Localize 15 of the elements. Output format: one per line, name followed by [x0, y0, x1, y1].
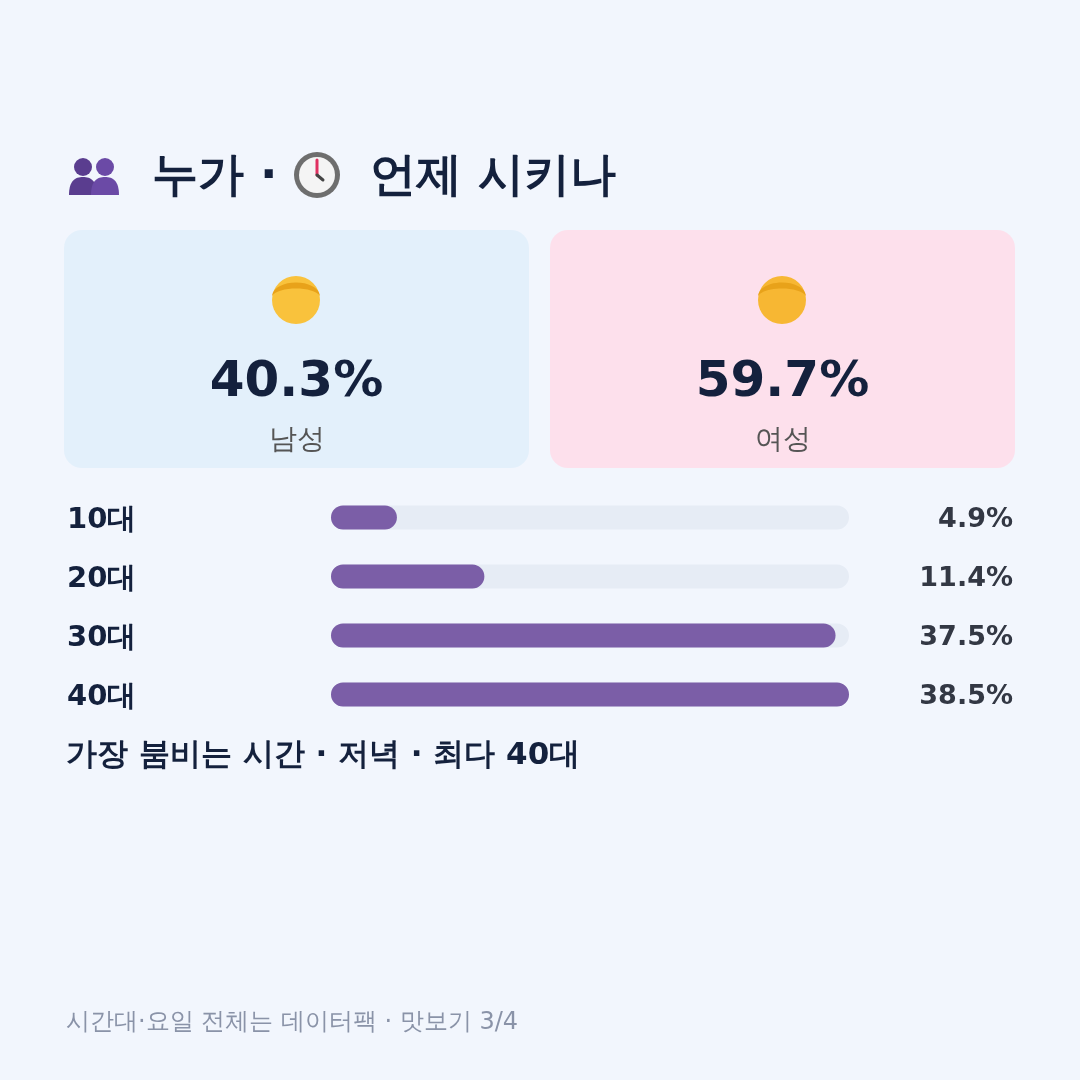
y-tick-label: 10대: [67, 500, 137, 535]
y-tick-label: 40대: [67, 677, 137, 712]
text: 가장 붐비는 시간 · 저녁 · 최다 40대: [66, 734, 581, 773]
text: 40.3%: [209, 350, 384, 408]
data-label: 4.9%: [938, 502, 1013, 533]
data-label: 37.5%: [919, 620, 1013, 651]
y-tick-label: 20대: [67, 559, 137, 594]
data-label: 11.4%: [919, 561, 1013, 592]
text: 시간대·요일 전체는 데이터팩 · 맛보기 3/4: [66, 1006, 519, 1037]
data-label: 38.5%: [919, 679, 1013, 710]
text: 59.7%: [695, 350, 870, 408]
category-label: 남성: [267, 421, 326, 457]
y-tick-label: 30대: [67, 618, 137, 653]
chart-title: 누가 · 언제 시키나: [152, 147, 616, 201]
category-label: 여성: [753, 421, 812, 457]
